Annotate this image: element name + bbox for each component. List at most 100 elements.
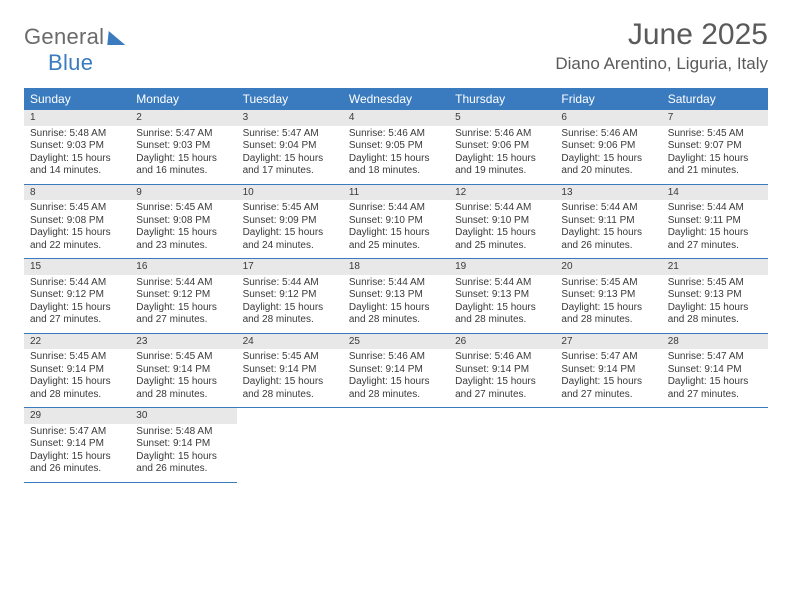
daynum-cell: [662, 408, 768, 424]
sunrise-line: Sunrise: 5:44 AM: [243, 277, 339, 290]
daylight-line: Daylight: 15 hours and 21 minutes.: [668, 153, 764, 178]
sunset-line: Sunset: 9:14 PM: [668, 364, 764, 377]
dayname-sunday: Sunday: [24, 88, 130, 110]
sunrise-line: Sunrise: 5:46 AM: [455, 128, 551, 141]
sunrise-line: Sunrise: 5:44 AM: [349, 202, 445, 215]
sunset-line: Sunset: 9:14 PM: [243, 364, 339, 377]
daylight-line: Daylight: 15 hours and 27 minutes.: [668, 227, 764, 252]
daylight-line: Daylight: 15 hours and 28 minutes.: [349, 376, 445, 401]
sunset-line: Sunset: 9:14 PM: [136, 364, 232, 377]
sunset-line: Sunset: 9:06 PM: [455, 140, 551, 153]
dayname-thursday: Thursday: [449, 88, 555, 110]
day-cell: Sunrise: 5:48 AMSunset: 9:03 PMDaylight:…: [24, 126, 130, 185]
day-cell: Sunrise: 5:45 AMSunset: 9:14 PMDaylight:…: [24, 349, 130, 408]
week-3-content: Sunrise: 5:44 AMSunset: 9:12 PMDaylight:…: [24, 275, 768, 334]
sunrise-line: Sunrise: 5:45 AM: [668, 128, 764, 141]
day-cell: Sunrise: 5:44 AMSunset: 9:12 PMDaylight:…: [130, 275, 236, 334]
daylight-line: Daylight: 15 hours and 24 minutes.: [243, 227, 339, 252]
sunset-line: Sunset: 9:14 PM: [30, 364, 126, 377]
daynum-cell: 5: [449, 110, 555, 126]
day-cell: Sunrise: 5:44 AMSunset: 9:13 PMDaylight:…: [343, 275, 449, 334]
week-5-daynums: 2930: [24, 408, 768, 424]
day-cell: [343, 424, 449, 483]
week-4-content: Sunrise: 5:45 AMSunset: 9:14 PMDaylight:…: [24, 349, 768, 408]
sunrise-line: Sunrise: 5:45 AM: [136, 351, 232, 364]
daynum-cell: 26: [449, 333, 555, 349]
sunrise-line: Sunrise: 5:47 AM: [30, 426, 126, 439]
daylight-line: Daylight: 15 hours and 28 minutes.: [561, 302, 657, 327]
week-2-daynums: 891011121314: [24, 184, 768, 200]
daynum-cell: 4: [343, 110, 449, 126]
sunrise-line: Sunrise: 5:44 AM: [455, 277, 551, 290]
day-cell: Sunrise: 5:46 AMSunset: 9:14 PMDaylight:…: [449, 349, 555, 408]
daylight-line: Daylight: 15 hours and 27 minutes.: [136, 302, 232, 327]
daylight-line: Daylight: 15 hours and 28 minutes.: [243, 376, 339, 401]
sunrise-line: Sunrise: 5:44 AM: [349, 277, 445, 290]
sunrise-line: Sunrise: 5:46 AM: [561, 128, 657, 141]
daynum-cell: 14: [662, 184, 768, 200]
sunrise-line: Sunrise: 5:47 AM: [668, 351, 764, 364]
sunset-line: Sunset: 9:13 PM: [668, 289, 764, 302]
sunset-line: Sunset: 9:13 PM: [349, 289, 445, 302]
daynum-cell: 6: [555, 110, 661, 126]
daylight-line: Daylight: 15 hours and 28 minutes.: [30, 376, 126, 401]
daylight-line: Daylight: 15 hours and 22 minutes.: [30, 227, 126, 252]
daylight-line: Daylight: 15 hours and 27 minutes.: [455, 376, 551, 401]
day-cell: [449, 424, 555, 483]
day-cell: Sunrise: 5:47 AMSunset: 9:03 PMDaylight:…: [130, 126, 236, 185]
calendar-table: SundayMondayTuesdayWednesdayThursdayFrid…: [24, 88, 768, 483]
daylight-line: Daylight: 15 hours and 25 minutes.: [455, 227, 551, 252]
daylight-line: Daylight: 15 hours and 28 minutes.: [136, 376, 232, 401]
day-cell: Sunrise: 5:47 AMSunset: 9:14 PMDaylight:…: [662, 349, 768, 408]
sunset-line: Sunset: 9:04 PM: [243, 140, 339, 153]
sunset-line: Sunset: 9:13 PM: [455, 289, 551, 302]
daynum-cell: 17: [237, 259, 343, 275]
sunset-line: Sunset: 9:14 PM: [561, 364, 657, 377]
daynum-cell: 19: [449, 259, 555, 275]
daylight-line: Daylight: 15 hours and 27 minutes.: [668, 376, 764, 401]
sunrise-line: Sunrise: 5:45 AM: [136, 202, 232, 215]
sunrise-line: Sunrise: 5:47 AM: [136, 128, 232, 141]
dayname-monday: Monday: [130, 88, 236, 110]
sunrise-line: Sunrise: 5:46 AM: [349, 128, 445, 141]
logo-text-general: General: [24, 24, 104, 50]
day-cell: Sunrise: 5:45 AMSunset: 9:13 PMDaylight:…: [662, 275, 768, 334]
day-cell: Sunrise: 5:45 AMSunset: 9:08 PMDaylight:…: [24, 200, 130, 259]
day-cell: Sunrise: 5:47 AMSunset: 9:14 PMDaylight:…: [555, 349, 661, 408]
daynum-cell: [449, 408, 555, 424]
sunrise-line: Sunrise: 5:44 AM: [668, 202, 764, 215]
day-cell: Sunrise: 5:45 AMSunset: 9:09 PMDaylight:…: [237, 200, 343, 259]
daynum-cell: [343, 408, 449, 424]
sunset-line: Sunset: 9:05 PM: [349, 140, 445, 153]
daynum-cell: 1: [24, 110, 130, 126]
logo-text-blue: Blue: [48, 50, 93, 75]
daynum-cell: 18: [343, 259, 449, 275]
sunset-line: Sunset: 9:11 PM: [668, 215, 764, 228]
sunrise-line: Sunrise: 5:45 AM: [30, 351, 126, 364]
sunrise-line: Sunrise: 5:47 AM: [561, 351, 657, 364]
daynum-cell: 25: [343, 333, 449, 349]
daylight-line: Daylight: 15 hours and 28 minutes.: [668, 302, 764, 327]
dayname-wednesday: Wednesday: [343, 88, 449, 110]
daylight-line: Daylight: 15 hours and 19 minutes.: [455, 153, 551, 178]
day-cell: Sunrise: 5:48 AMSunset: 9:14 PMDaylight:…: [130, 424, 236, 483]
sunset-line: Sunset: 9:08 PM: [30, 215, 126, 228]
daynum-cell: 2: [130, 110, 236, 126]
daynum-cell: 23: [130, 333, 236, 349]
sunset-line: Sunset: 9:14 PM: [349, 364, 445, 377]
daynum-cell: 16: [130, 259, 236, 275]
day-cell: Sunrise: 5:46 AMSunset: 9:06 PMDaylight:…: [449, 126, 555, 185]
daynum-cell: 22: [24, 333, 130, 349]
daynum-cell: 29: [24, 408, 130, 424]
daynum-cell: 3: [237, 110, 343, 126]
day-cell: Sunrise: 5:44 AMSunset: 9:12 PMDaylight:…: [237, 275, 343, 334]
week-1-content: Sunrise: 5:48 AMSunset: 9:03 PMDaylight:…: [24, 126, 768, 185]
daynum-cell: 21: [662, 259, 768, 275]
daynum-cell: 28: [662, 333, 768, 349]
daynum-cell: 24: [237, 333, 343, 349]
daylight-line: Daylight: 15 hours and 23 minutes.: [136, 227, 232, 252]
day-cell: Sunrise: 5:45 AMSunset: 9:14 PMDaylight:…: [237, 349, 343, 408]
daylight-line: Daylight: 15 hours and 18 minutes.: [349, 153, 445, 178]
sunrise-line: Sunrise: 5:45 AM: [30, 202, 126, 215]
day-cell: Sunrise: 5:46 AMSunset: 9:06 PMDaylight:…: [555, 126, 661, 185]
